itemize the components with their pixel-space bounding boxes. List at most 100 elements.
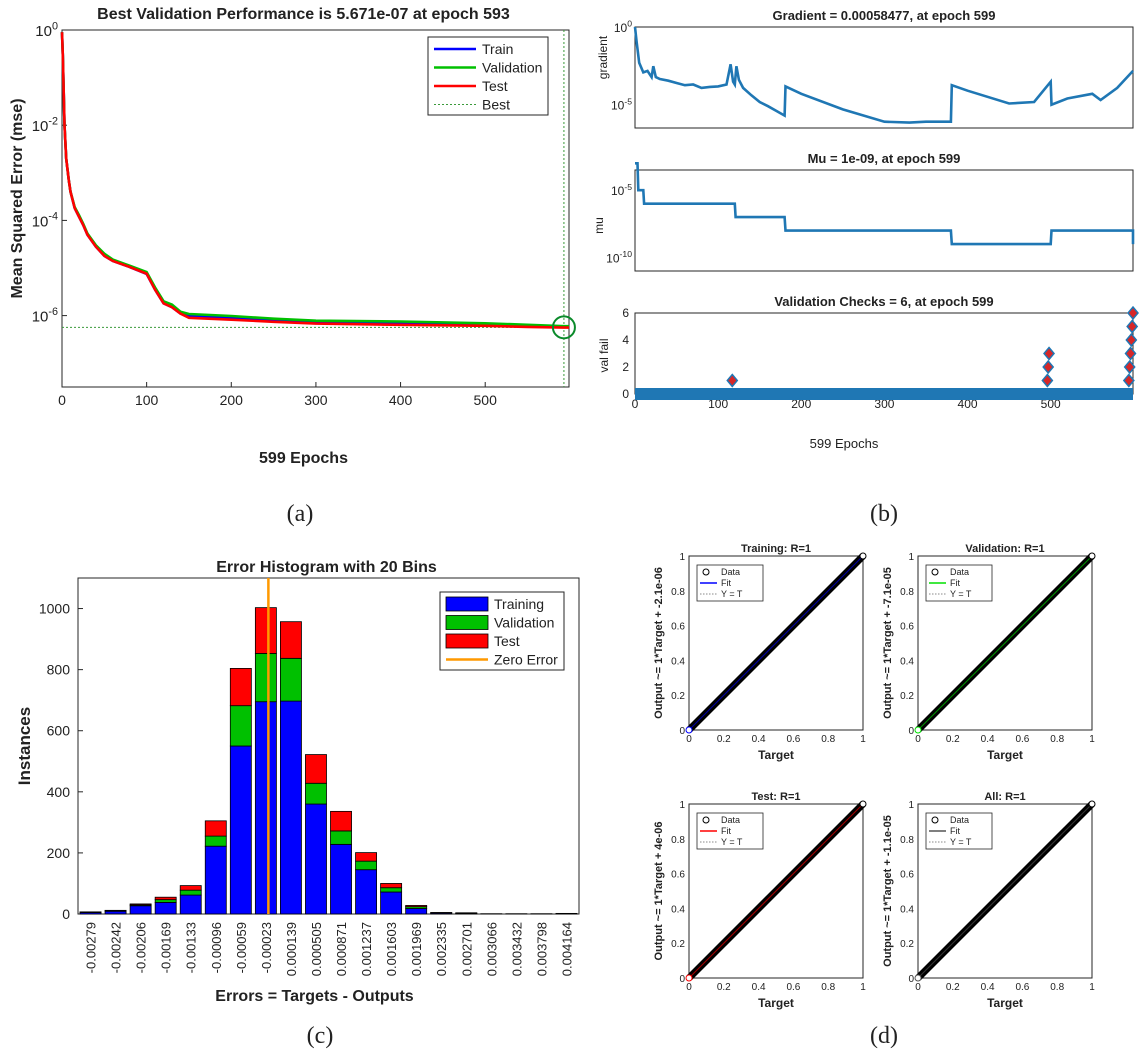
histogram-y-tick: 800 bbox=[47, 662, 71, 678]
legend-swatch-data bbox=[702, 816, 710, 824]
gradient-title: Gradient = 0.00058477, at epoch 599 bbox=[773, 8, 996, 23]
regression-y-tick: 0.8 bbox=[900, 835, 914, 846]
histogram-x-tick: 0.001603 bbox=[384, 922, 399, 976]
histogram-bar-test bbox=[330, 810, 352, 832]
histogram-bar-training bbox=[129, 905, 152, 915]
histogram-bar-training bbox=[355, 869, 377, 915]
histogram-bar-training bbox=[254, 701, 277, 915]
histogram-x-tick: 0.003432 bbox=[509, 922, 524, 976]
gradient-y-tick: 100 bbox=[614, 19, 632, 35]
x-tick-label: 500 bbox=[474, 392, 498, 408]
tick-base: 10 bbox=[35, 23, 52, 40]
regression-data-point bbox=[1088, 552, 1096, 560]
histogram-bar-test bbox=[405, 905, 428, 908]
regression-title-validation: Validation: R=1 bbox=[965, 543, 1044, 555]
tick-exponent: -4 bbox=[48, 211, 58, 223]
mu-axes bbox=[634, 169, 1134, 272]
legend-label-identity: Y = T bbox=[950, 837, 972, 847]
valchecks-ylabel: val fail bbox=[597, 338, 611, 372]
legend-label-fit: Fit bbox=[721, 826, 731, 836]
valchecks-point bbox=[1043, 346, 1056, 361]
valchecks-x-tick: 300 bbox=[874, 397, 894, 411]
regression-y-tick: 0 bbox=[679, 974, 685, 985]
regression-title-training: Training: R=1 bbox=[741, 543, 811, 555]
regression-y-tick: 0.2 bbox=[671, 691, 685, 702]
legend-label-train: Train bbox=[482, 41, 513, 57]
histogram-bar-validation bbox=[355, 860, 377, 871]
histogram-bar-training bbox=[204, 845, 227, 915]
valchecks-title: Validation Checks = 6, at epoch 599 bbox=[774, 294, 993, 309]
legend-swatch-data bbox=[702, 568, 710, 576]
regression-x-tick: 0.4 bbox=[981, 734, 995, 745]
histogram-bar-validation bbox=[330, 830, 352, 845]
tick-base: 10 bbox=[32, 309, 49, 326]
histogram-x-tick: -0.00169 bbox=[159, 922, 174, 973]
histogram-x-tick: 0.001237 bbox=[359, 922, 374, 976]
legend-label-zero-error: Zero Error bbox=[494, 652, 558, 668]
valchecks-y-tick: 6 bbox=[622, 306, 629, 320]
tick-exponent: 0 bbox=[52, 20, 58, 32]
y-tick-label: 10-6 bbox=[32, 306, 58, 326]
histogram-x-tick: -0.00023 bbox=[259, 922, 274, 973]
regression-x-tick: 0.8 bbox=[1050, 734, 1064, 745]
histogram-bar-training bbox=[279, 700, 302, 915]
histogram-x-tick: 0.001969 bbox=[409, 922, 424, 976]
regression-x-tick: 0.2 bbox=[946, 734, 960, 745]
legend-label-data: Data bbox=[721, 815, 740, 825]
legend-label-training: Training bbox=[494, 596, 544, 612]
x-tick-label: 400 bbox=[389, 392, 413, 408]
histogram-bar-test bbox=[129, 903, 152, 906]
histogram-bar-training bbox=[305, 803, 327, 915]
regression-y-tick: 0.8 bbox=[900, 587, 914, 598]
regression-x-tick: 0.8 bbox=[821, 734, 835, 745]
performance-xlabel: 599 Epochs bbox=[259, 450, 348, 467]
regression-data-point bbox=[859, 552, 867, 560]
regression-x-tick: 0.2 bbox=[946, 982, 960, 993]
legend-label-data: Data bbox=[950, 567, 969, 577]
regression-data-point bbox=[1088, 800, 1096, 808]
mu-y-tick: 10-10 bbox=[606, 249, 632, 265]
valchecks-x-tick: 500 bbox=[1041, 397, 1061, 411]
valchecks-y-tick: 0 bbox=[622, 387, 629, 401]
best-marker-circle bbox=[551, 315, 576, 340]
gradient-line bbox=[633, 26, 1134, 124]
valchecks-point bbox=[1042, 359, 1055, 375]
histogram-x-tick: -0.00133 bbox=[184, 922, 199, 973]
histogram-bar-validation bbox=[254, 653, 277, 703]
regression-x-tick: 0.4 bbox=[752, 982, 766, 993]
histogram-x-tick: -0.00059 bbox=[234, 922, 249, 973]
legend-label-validation: Validation bbox=[494, 615, 554, 631]
regression-x-tick: 0.8 bbox=[821, 982, 835, 993]
regression-x-tick: 0.4 bbox=[752, 734, 766, 745]
mu-line bbox=[635, 162, 1135, 246]
valchecks-x-tick: 0 bbox=[632, 397, 639, 411]
regression-y-tick: 0 bbox=[908, 726, 914, 737]
histogram-bar-training bbox=[330, 843, 352, 915]
mu-ylabel: mu bbox=[592, 217, 606, 234]
valchecks-x-tick: 200 bbox=[791, 397, 811, 411]
regression-y-tick: 0.6 bbox=[671, 622, 685, 633]
regression-fit-line bbox=[917, 555, 1093, 731]
x-tick-label: 100 bbox=[135, 392, 159, 408]
tick-base: 10 bbox=[606, 252, 620, 266]
regression-x-tick: 0 bbox=[915, 734, 921, 745]
histogram-y-tick: 400 bbox=[47, 784, 71, 800]
mu-y-tick: 10-5 bbox=[611, 182, 632, 198]
regression-ylabel-training: Output ~= 1*Target + -2.1e-06 bbox=[653, 567, 665, 719]
regression-y-tick: 0.4 bbox=[900, 656, 914, 667]
regression-x-tick: 0 bbox=[915, 982, 921, 993]
legend-label-identity: Y = T bbox=[721, 589, 743, 599]
regression-x-tick: 1 bbox=[860, 734, 866, 745]
regression-x-tick: 0.6 bbox=[786, 734, 800, 745]
caption-c: (c) bbox=[307, 1023, 334, 1049]
valchecks-point bbox=[1126, 319, 1139, 334]
regression-xlabel: Target bbox=[987, 996, 1023, 1010]
regression-xlabel: Target bbox=[758, 748, 794, 762]
regression-xlabel: Target bbox=[758, 996, 794, 1010]
valchecks-point bbox=[1125, 332, 1138, 348]
mu-title: Mu = 1e-09, at epoch 599 bbox=[808, 151, 961, 166]
legend-label-identity: Y = T bbox=[950, 589, 972, 599]
legend-swatch-data bbox=[931, 816, 939, 824]
histogram-x-tick: 0.000505 bbox=[309, 922, 324, 976]
